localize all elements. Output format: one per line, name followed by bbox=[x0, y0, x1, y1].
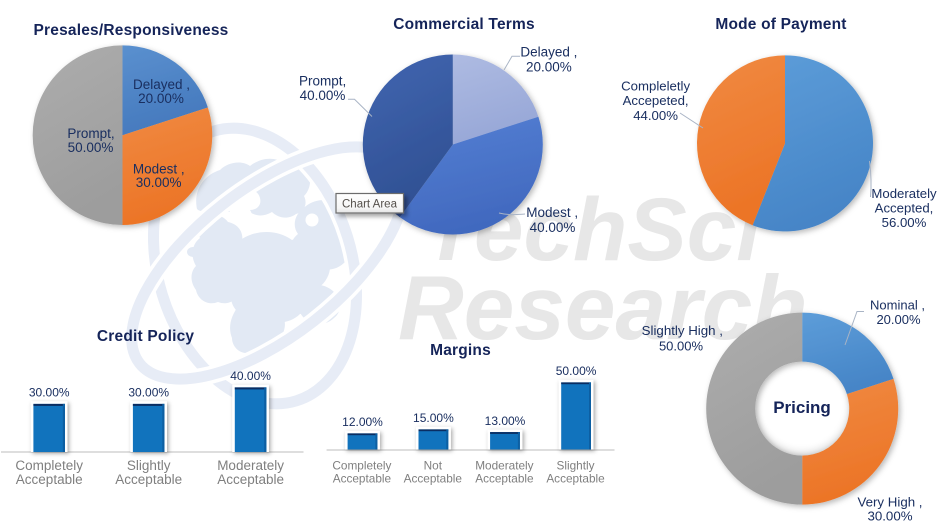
svg-text:Chart Area: Chart Area bbox=[342, 199, 398, 211]
svg-text:Acceptable: Acceptable bbox=[546, 472, 605, 486]
svg-text:Acceptable: Acceptable bbox=[404, 472, 463, 486]
svg-text:Delayed ,: Delayed , bbox=[520, 45, 577, 60]
svg-text:20.00%: 20.00% bbox=[526, 59, 572, 74]
svg-text:Slightly High ,: Slightly High , bbox=[642, 323, 723, 338]
svg-text:Commercial Terms: Commercial Terms bbox=[393, 16, 535, 33]
svg-text:30.00%: 30.00% bbox=[136, 175, 182, 190]
svg-text:Moderately: Moderately bbox=[475, 459, 533, 473]
svg-text:Acceptable: Acceptable bbox=[115, 472, 182, 487]
svg-text:Prompt,: Prompt, bbox=[299, 74, 346, 89]
svg-text:30.00%: 30.00% bbox=[29, 386, 70, 400]
svg-text:Presales/Responsiveness: Presales/Responsiveness bbox=[33, 22, 228, 39]
svg-text:20.00%: 20.00% bbox=[138, 91, 184, 106]
svg-text:Modest ,: Modest , bbox=[526, 205, 578, 220]
svg-text:Moderately: Moderately bbox=[217, 458, 284, 473]
svg-text:50.00%: 50.00% bbox=[659, 338, 704, 353]
svg-text:Acceptable: Acceptable bbox=[333, 472, 392, 486]
svg-text:Nominal ,: Nominal , bbox=[870, 298, 925, 313]
svg-text:Completely: Completely bbox=[15, 458, 83, 473]
svg-text:Margins: Margins bbox=[430, 342, 491, 359]
svg-text:40.00%: 40.00% bbox=[300, 88, 346, 103]
svg-text:Completely: Completely bbox=[332, 459, 391, 473]
svg-text:Credit Policy: Credit Policy bbox=[97, 328, 195, 345]
svg-text:50.00%: 50.00% bbox=[556, 364, 597, 378]
svg-text:Slightly: Slightly bbox=[127, 458, 171, 473]
svg-text:Not: Not bbox=[424, 459, 443, 473]
svg-text:Acceptable: Acceptable bbox=[16, 472, 83, 487]
svg-text:30.00%: 30.00% bbox=[867, 509, 912, 524]
svg-text:Acceptable: Acceptable bbox=[475, 472, 534, 486]
svg-text:40.00%: 40.00% bbox=[530, 220, 576, 235]
svg-text:Compleletly: Compleletly bbox=[621, 78, 690, 93]
svg-text:Acceptable: Acceptable bbox=[217, 472, 284, 487]
svg-text:20.00%: 20.00% bbox=[876, 312, 921, 327]
svg-text:12.00%: 12.00% bbox=[342, 415, 383, 429]
svg-text:40.00%: 40.00% bbox=[230, 369, 271, 383]
svg-text:Accepted,: Accepted, bbox=[875, 201, 934, 216]
svg-text:56.00%: 56.00% bbox=[882, 215, 927, 230]
svg-text:Slightly: Slightly bbox=[556, 459, 594, 473]
svg-text:44.00%: 44.00% bbox=[633, 108, 678, 123]
svg-text:Delayed ,: Delayed , bbox=[133, 77, 190, 92]
svg-text:Modest ,: Modest , bbox=[133, 162, 185, 177]
svg-text:Mode of Payment: Mode of Payment bbox=[715, 16, 846, 33]
svg-text:30.00%: 30.00% bbox=[128, 386, 169, 400]
svg-text:13.00%: 13.00% bbox=[485, 414, 526, 428]
svg-text:50.00%: 50.00% bbox=[68, 140, 114, 155]
svg-text:Pricing: Pricing bbox=[773, 398, 831, 417]
svg-text:Very High ,: Very High , bbox=[857, 495, 922, 510]
svg-text:Accepeted,: Accepeted, bbox=[623, 93, 689, 108]
svg-text:Moderately: Moderately bbox=[871, 186, 937, 201]
svg-text:15.00%: 15.00% bbox=[413, 411, 454, 425]
svg-text:Prompt,: Prompt, bbox=[67, 126, 114, 141]
